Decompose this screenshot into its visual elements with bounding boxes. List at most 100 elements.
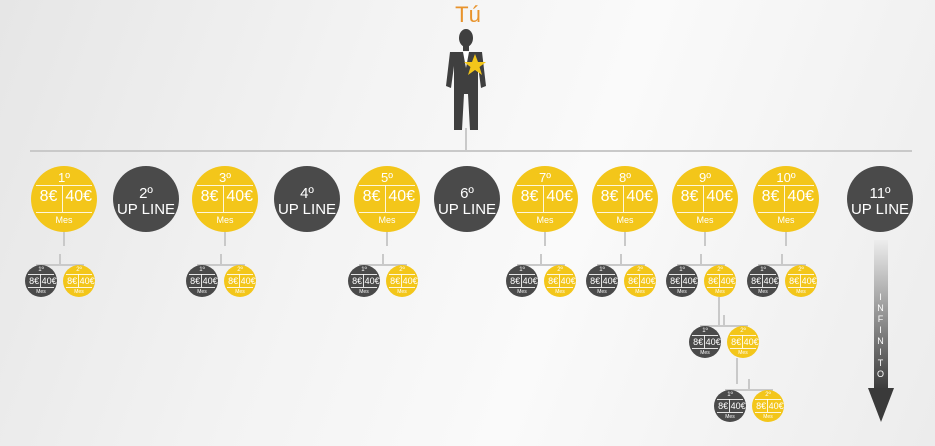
node-divider-top [758,185,814,187]
node-divider-bottom [597,212,653,214]
sub-connector [620,254,622,264]
node-divider-top [517,185,573,187]
node-period-label: Mes [763,413,773,420]
businesswoman-silhouette-icon [446,29,486,130]
node-divider-mid [703,185,705,213]
node-period-label: Mes [616,214,634,225]
node-level-label: 2º [717,266,723,273]
earnings-node: 10º 8€ 40€ Mes [753,166,819,232]
node-level-label: 1º [519,266,525,273]
node-divider-bottom [27,287,55,289]
node-divider-mid [401,274,403,288]
node-value-left: 8€ [718,400,729,411]
node-period-label: Mes [696,214,714,225]
node-divider-mid [201,274,203,288]
node-level-label: 1º [199,266,205,273]
node-divider-mid [601,274,603,288]
node-value-right: 40€ [720,275,736,286]
node-level-label: 1º [38,266,44,273]
node-divider-bottom [388,287,416,289]
node-divider-bottom [508,287,536,289]
node-divider-top [597,185,653,187]
node-divider-mid [784,185,786,213]
node-divider-mid [543,185,545,213]
upline-level: 4º [300,185,314,202]
node-period-label: Mes [235,288,245,295]
earnings-node: 2º 8€ 40€ Mes [752,390,784,422]
earnings-node: 1º 8€ 40€ Mes [25,265,57,297]
node-value-left: 8€ [708,275,719,286]
node-value-right: 40€ [787,187,815,205]
node-value-right: 40€ [682,275,698,286]
upline-node: 11º UP LINE [847,166,913,232]
node-level-label: 1º [679,266,685,273]
node-period-label: Mes [359,288,369,295]
node-period-label: Mes [725,413,735,420]
level1-drop [624,232,626,246]
level1-drop [386,232,388,246]
sub-bus [36,264,84,266]
node-value-right: 40€ [402,275,418,286]
node-value-left: 8€ [756,400,767,411]
earnings-node: 2º 8€ 40€ Mes [727,326,759,358]
node-value-left: 8€ [731,336,742,347]
node-level-label: 10º [776,169,796,185]
node-divider-bottom [677,212,733,214]
node-level-label: 1º [599,266,605,273]
upline-label: 6º UP LINE [434,186,500,218]
node-value-left: 8€ [761,187,780,205]
node-value-left: 8€ [670,275,681,286]
upline-level: 2º [139,185,153,202]
infinito-letter: O [876,369,885,379]
earnings-node: 1º 8€ 40€ Mes [348,265,380,297]
earnings-node: 2º 8€ 40€ Mes [224,265,256,297]
node-period-label: Mes [517,288,527,295]
node-divider-bottom [706,287,734,289]
node-value-left: 8€ [29,275,40,286]
sub-bus [197,264,245,266]
upline-label: 11º UP LINE [847,186,913,218]
node-value-right: 40€ [640,275,656,286]
node-period-label: Mes [397,288,407,295]
level1-drop [704,232,706,246]
infinito-letter: I [879,325,883,335]
node-value-left: 8€ [751,275,762,286]
sub-bus [758,264,806,266]
node-value-right: 40€ [705,336,721,347]
node-value-right: 40€ [602,275,618,286]
node-divider-bottom [350,287,378,289]
node-divider-bottom [691,348,719,350]
node-divider-mid [559,274,561,288]
upline-text: UP LINE [437,201,497,218]
node-period-label: Mes [796,288,806,295]
chain-drop [736,358,738,384]
sub-connector [748,379,750,389]
infinito-letter: N [877,303,885,313]
node-period-label: Mes [700,349,710,356]
node-divider-bottom [729,348,757,350]
upline-level: 11º [869,185,891,202]
node-divider-bottom [226,287,254,289]
node-value-left: 8€ [390,275,401,286]
node-divider-mid [719,274,721,288]
infinito-letter: N [877,336,885,346]
sub-bus [597,264,645,266]
node-level-label: 3º [219,169,231,185]
level1-drop [63,232,65,246]
node-value-right: 40€ [41,275,57,286]
sub-bus [677,264,725,266]
node-level-label: 2º [399,266,405,273]
earnings-node: 1º 8€ 40€ Mes [747,265,779,297]
node-level-label: 1º [727,391,733,398]
node-divider-bottom [65,287,93,289]
node-value-right: 40€ [763,275,779,286]
node-value-right: 40€ [626,187,654,205]
node-value-left: 8€ [200,187,219,205]
node-period-label: Mes [677,288,687,295]
node-value-right: 40€ [388,187,416,205]
node-value-right: 40€ [240,275,256,286]
earnings-node: 8º 8€ 40€ Mes [592,166,658,232]
sub-bus [517,264,565,266]
